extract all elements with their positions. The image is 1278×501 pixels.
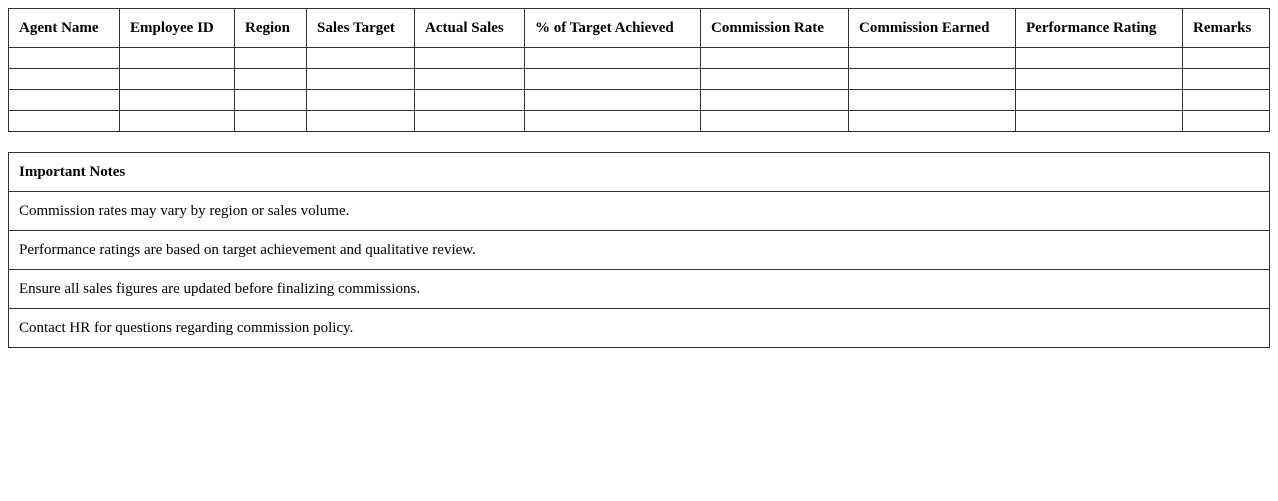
table-cell[interactable]	[848, 47, 1016, 69]
note-item: Contact HR for questions regarding commi…	[8, 308, 1270, 348]
note-row: Contact HR for questions regarding commi…	[8, 308, 1270, 348]
table-cell[interactable]	[234, 47, 307, 69]
table-cell[interactable]	[119, 68, 235, 90]
table-cell[interactable]	[306, 47, 415, 69]
table-cell[interactable]	[234, 110, 307, 132]
header-commission-earned: Commission Earned	[848, 8, 1016, 48]
table-cell[interactable]	[1182, 110, 1270, 132]
table-cell[interactable]	[306, 110, 415, 132]
table-cell[interactable]	[119, 110, 235, 132]
table-cell[interactable]	[700, 47, 849, 69]
table-cell[interactable]	[119, 47, 235, 69]
table-row	[8, 110, 1270, 132]
table-cell[interactable]	[1015, 47, 1183, 69]
note-row: Performance ratings are based on target …	[8, 230, 1270, 270]
table-cell[interactable]	[8, 47, 120, 69]
header-commission-rate: Commission Rate	[700, 8, 849, 48]
table-cell[interactable]	[234, 68, 307, 90]
table-cell[interactable]	[524, 110, 701, 132]
table-cell[interactable]	[848, 89, 1016, 111]
header-region: Region	[234, 8, 307, 48]
header-percent-target: % of Target Achieved	[524, 8, 701, 48]
table-cell[interactable]	[1015, 110, 1183, 132]
table-cell[interactable]	[1182, 47, 1270, 69]
table-cell[interactable]	[306, 89, 415, 111]
table-row	[8, 68, 1270, 90]
table-row	[8, 47, 1270, 69]
table-cell[interactable]	[119, 89, 235, 111]
header-row: Agent Name Employee ID Region Sales Targ…	[8, 8, 1270, 48]
table-cell[interactable]	[1015, 89, 1183, 111]
table-cell[interactable]	[414, 68, 525, 90]
note-row: Commission rates may vary by region or s…	[8, 191, 1270, 231]
note-item: Performance ratings are based on target …	[8, 230, 1270, 270]
table-cell[interactable]	[8, 68, 120, 90]
table-cell[interactable]	[700, 89, 849, 111]
table-cell[interactable]	[414, 110, 525, 132]
notes-header-row: Important Notes	[8, 152, 1270, 192]
table-cell[interactable]	[524, 47, 701, 69]
table-cell[interactable]	[1182, 89, 1270, 111]
table-cell[interactable]	[306, 68, 415, 90]
table-cell[interactable]	[8, 89, 120, 111]
table-cell[interactable]	[524, 89, 701, 111]
note-row: Ensure all sales figures are updated bef…	[8, 269, 1270, 309]
table-cell[interactable]	[524, 68, 701, 90]
table-cell[interactable]	[8, 110, 120, 132]
notes-title: Important Notes	[8, 152, 1270, 192]
table-cell[interactable]	[1182, 68, 1270, 90]
table-cell[interactable]	[700, 110, 849, 132]
header-employee-id: Employee ID	[119, 8, 235, 48]
header-sales-target: Sales Target	[306, 8, 415, 48]
header-performance-rating: Performance Rating	[1015, 8, 1183, 48]
table-row	[8, 89, 1270, 111]
note-item: Ensure all sales figures are updated bef…	[8, 269, 1270, 309]
table-cell[interactable]	[234, 89, 307, 111]
header-actual-sales: Actual Sales	[414, 8, 525, 48]
table-cell[interactable]	[414, 47, 525, 69]
note-item: Commission rates may vary by region or s…	[8, 191, 1270, 231]
table-cell[interactable]	[700, 68, 849, 90]
table-cell[interactable]	[414, 89, 525, 111]
table-cell[interactable]	[848, 68, 1016, 90]
header-remarks: Remarks	[1182, 8, 1270, 48]
table-cell[interactable]	[848, 110, 1016, 132]
header-agent-name: Agent Name	[8, 8, 120, 48]
sales-commission-table: Agent Name Employee ID Region Sales Targ…	[8, 8, 1270, 132]
important-notes-table: Important Notes Commission rates may var…	[8, 152, 1270, 348]
table-cell[interactable]	[1015, 68, 1183, 90]
